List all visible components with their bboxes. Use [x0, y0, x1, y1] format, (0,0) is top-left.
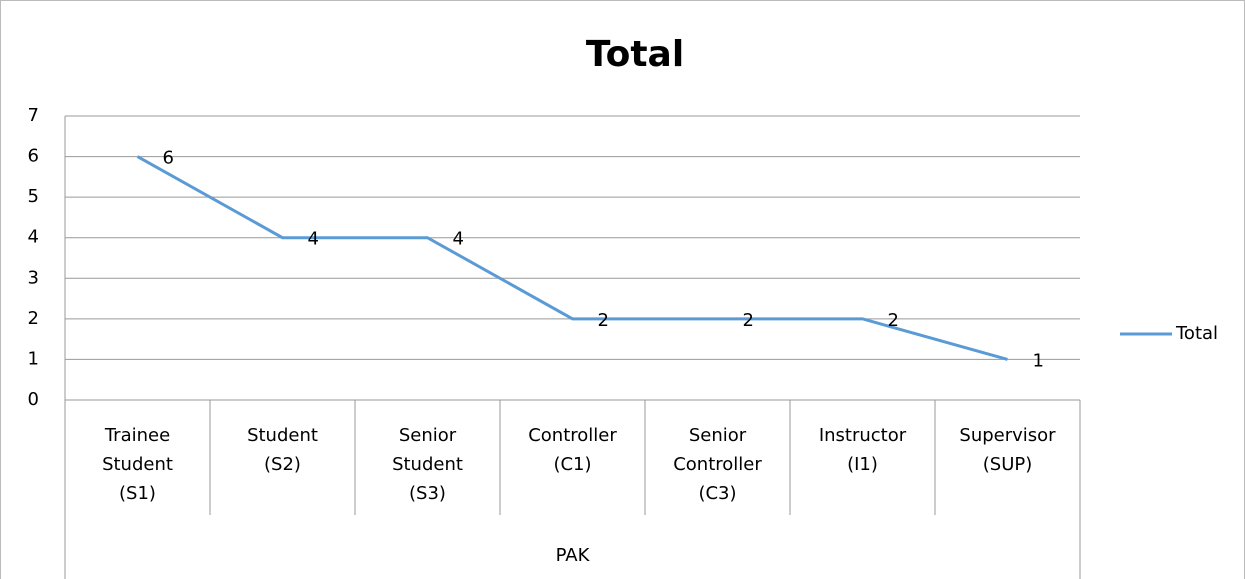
- y-tick-label: 4: [28, 227, 39, 248]
- y-tick-label: 6: [28, 146, 39, 167]
- y-tick-label: 1: [28, 348, 39, 369]
- x-tick-label: Instructor (I1): [819, 425, 907, 475]
- chart-title: Total: [586, 34, 684, 75]
- x-tick-label: Controller (C1): [528, 425, 617, 475]
- line: [136, 155, 1008, 361]
- data-label: 1: [1033, 350, 1044, 371]
- data-label: 2: [888, 310, 899, 331]
- data-label: 2: [743, 310, 754, 331]
- x-tick-label: Senior Controller (C3): [673, 425, 762, 504]
- data-label: 2: [598, 310, 609, 331]
- data-label: 6: [163, 148, 174, 169]
- y-tick-label: 0: [28, 389, 39, 410]
- data-label: 4: [453, 229, 464, 250]
- x-tick-label: Trainee Student (S1): [102, 425, 173, 504]
- legend-label: Total: [1175, 323, 1218, 344]
- category-group-label: PAK: [556, 545, 591, 566]
- x-tick-label: Senior Student (S3): [392, 425, 463, 504]
- x-tick-label: Student (S2): [247, 425, 318, 475]
- data-label: 4: [308, 229, 319, 250]
- x-tick-label: Supervisor (SUP): [959, 425, 1056, 475]
- y-tick-label: 2: [28, 308, 39, 329]
- y-tick-label: 7: [28, 105, 39, 126]
- y-tick-label: 5: [28, 186, 39, 207]
- y-tick-label: 3: [28, 267, 39, 288]
